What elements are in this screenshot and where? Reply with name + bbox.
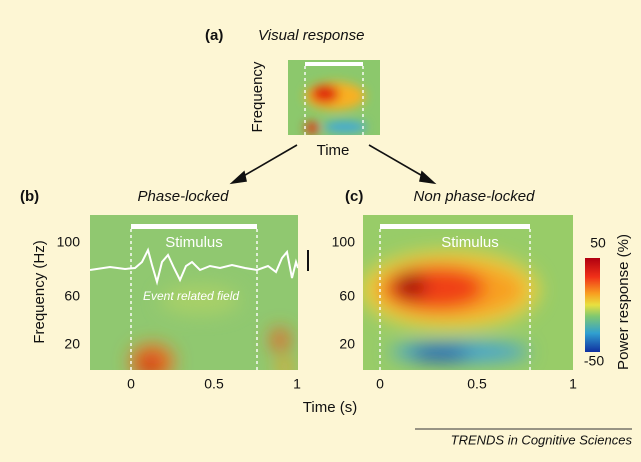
axis-label: Time (s) — [303, 399, 357, 416]
stimulus-label: Stimulus — [441, 234, 499, 251]
panel-title: Visual response — [258, 27, 364, 44]
x-tick-label: 0.5 — [467, 376, 487, 392]
colorbar-tick: 50 — [590, 235, 606, 251]
axis-label: Frequency — [249, 61, 266, 132]
y-tick-label: 60 — [339, 288, 355, 304]
panel-label: (a) — [205, 27, 223, 44]
axis-label: Time — [317, 142, 350, 159]
y-tick-label: 60 — [64, 288, 80, 304]
panel-label: (b) — [20, 188, 39, 205]
footer: TRENDS in Cognitive Sciences — [451, 432, 633, 447]
y-tick-label: 100 — [57, 234, 81, 250]
y-tick-label: 20 — [339, 336, 355, 352]
figure: (a) Visual response Frequency Time (b) P… — [0, 0, 641, 462]
colorbar-tick: -50 — [584, 353, 604, 369]
y-tick-label: 100 — [332, 234, 356, 250]
panel-title: Non phase-locked — [414, 188, 536, 205]
y-tick-label: 20 — [64, 336, 80, 352]
x-tick-label: 1 — [293, 376, 301, 392]
x-tick-label: 0.5 — [204, 376, 224, 392]
panel-title: Phase-locked — [138, 188, 230, 205]
annotation: Event related field — [143, 289, 239, 303]
axis-label: Frequency (Hz) — [31, 240, 48, 343]
stimulus-label: Stimulus — [165, 234, 223, 251]
panel-label: (c) — [345, 188, 363, 205]
x-tick-label: 1 — [569, 376, 577, 392]
x-tick-label: 0 — [127, 376, 135, 392]
colorbar-label: Power response (%) — [615, 234, 632, 370]
colorbar — [585, 258, 600, 352]
x-tick-label: 0 — [376, 376, 384, 392]
heatmap — [288, 60, 380, 135]
